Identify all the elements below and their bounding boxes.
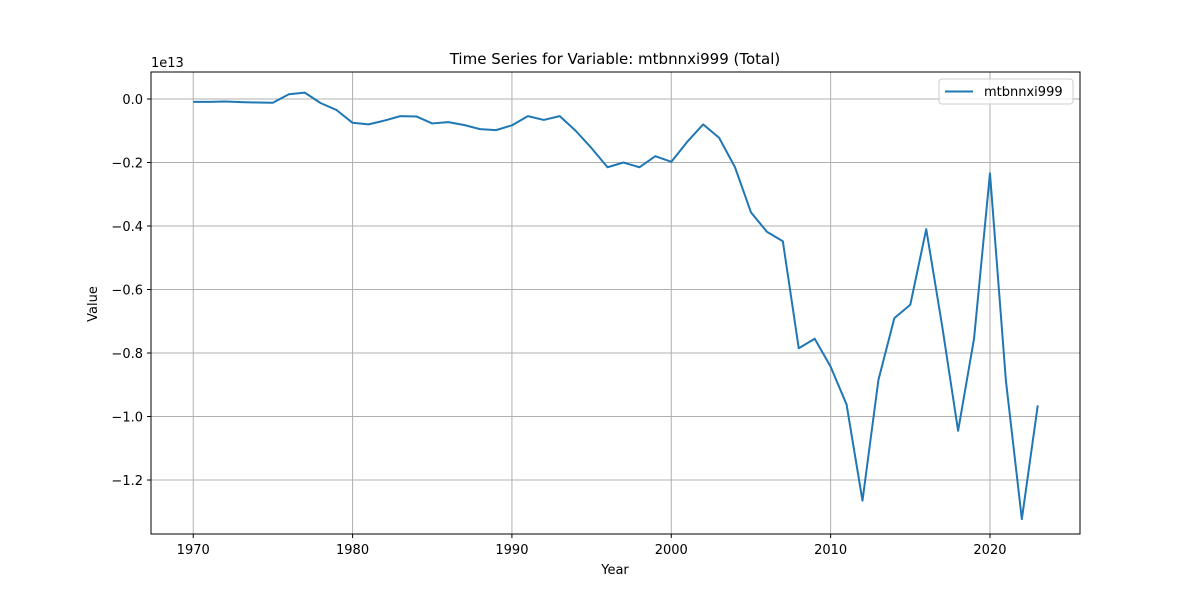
y-tick-label: −0.6 (111, 284, 143, 299)
y-tick-label: −0.8 (111, 347, 143, 362)
y-axis-scale-label: 1e13 (151, 56, 184, 71)
plot-series (193, 91, 1039, 521)
series-line-mtbnnxi999 (193, 91, 1039, 521)
y-tick-label: −0.2 (111, 156, 143, 171)
y-tick-label: −0.4 (111, 220, 143, 235)
legend: mtbnnxi999 (938, 78, 1074, 105)
chart-title: Time Series for Variable: mtbnnxi999 (To… (449, 50, 781, 68)
legend-label: mtbnnxi999 (984, 85, 1063, 100)
y-tick-label: 0.0 (122, 93, 143, 108)
x-axis-ticks: 1970 1980 1990 2000 2010 2020 (177, 534, 1007, 558)
x-tick-label: 2010 (814, 543, 847, 558)
x-tick-label: 2000 (655, 543, 688, 558)
x-tick-label: 1990 (495, 543, 528, 558)
legend-box (938, 78, 1074, 105)
x-tick-label: 2020 (973, 543, 1006, 558)
axes-frame (150, 71, 1081, 535)
x-tick-label: 1970 (177, 543, 210, 558)
y-axis-ticks: 0.0 −0.2 −0.4 −0.6 −0.8 −1.0 −1.2 (111, 93, 151, 489)
x-axis-label: Year (600, 563, 629, 578)
grid (151, 72, 1080, 534)
x-tick-label: 1980 (336, 543, 369, 558)
y-axis-label: Value (86, 286, 101, 322)
y-tick-label: −1.0 (111, 411, 143, 426)
y-tick-label: −1.2 (111, 474, 143, 489)
